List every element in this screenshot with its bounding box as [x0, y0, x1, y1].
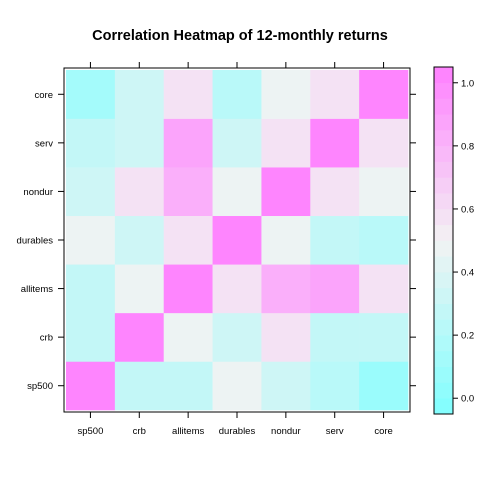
heatmap-cell-allitems-serv	[310, 264, 359, 313]
heatmap-cell-sp500-crb	[115, 361, 164, 410]
heatmap-cell-durables-serv	[310, 216, 359, 265]
y-tick-label: durables	[17, 236, 54, 247]
heatmap-cell-crb-sp500	[66, 313, 115, 362]
colorbar-bin	[434, 241, 453, 257]
y-tick-label: sp500	[27, 381, 53, 392]
heatmap-cell-crb-allitems	[164, 313, 213, 362]
heatmap-cell-allitems-nondur	[261, 264, 310, 313]
x-tick-label: nondur	[271, 426, 301, 437]
y-tick-label: allitems	[21, 284, 53, 295]
colorbar: 0.0 0.2 0.4 0.6 0.8 1.0	[434, 67, 474, 414]
heatmap-cell-serv-durables	[213, 119, 262, 168]
heatmap-cell-allitems-core	[359, 264, 408, 313]
heatmap-cell-sp500-core	[359, 361, 408, 410]
colorbar-bin	[434, 162, 453, 178]
y-tick-label: core	[35, 90, 53, 101]
heatmap-cell-nondur-allitems	[164, 167, 213, 216]
colorbar-bin	[434, 209, 453, 225]
heatmap-cell-nondur-durables	[213, 167, 262, 216]
heatmap-cell-allitems-durables	[213, 264, 262, 313]
x-tick-label: sp500	[77, 426, 103, 437]
colorbar-bin	[434, 225, 453, 241]
y-tick-label: nondur	[23, 187, 53, 198]
colorbar-tick-label: 0.8	[461, 141, 474, 152]
heatmap-cell-serv-sp500	[66, 119, 115, 168]
colorbar-tick-label: 0.4	[461, 268, 474, 279]
colorbar-bin	[434, 288, 453, 304]
heatmap-cell-crb-core	[359, 313, 408, 362]
chart-title: Correlation Heatmap of 12-monthly return…	[92, 28, 388, 44]
x-tick-label: core	[374, 426, 392, 437]
colorbar-tick-label: 1.0	[461, 78, 474, 89]
heatmap-cell-core-durables	[213, 70, 262, 119]
y-tick-label: serv	[35, 138, 53, 149]
colorbar-bin	[434, 398, 453, 414]
colorbar-tick-label: 0.2	[461, 331, 474, 342]
x-tick-label: allitems	[172, 426, 204, 437]
heatmap-cell-durables-durables	[213, 216, 262, 265]
heatmap-cell-nondur-serv	[310, 167, 359, 216]
x-tick-label: durables	[219, 426, 256, 437]
colorbar-bin	[434, 319, 453, 335]
x-tick-label: serv	[326, 426, 344, 437]
heatmap-cell-allitems-allitems	[164, 264, 213, 313]
heatmap-cell-allitems-crb	[115, 264, 164, 313]
colorbar-bin	[434, 256, 453, 272]
heatmap-cell-core-core	[359, 70, 408, 119]
colorbar-bin	[434, 351, 453, 367]
colorbar-bin	[434, 193, 453, 209]
heatmap-cell-serv-crb	[115, 119, 164, 168]
heatmap-cell-nondur-core	[359, 167, 408, 216]
colorbar-bin	[434, 83, 453, 99]
colorbar-bin	[434, 67, 453, 83]
heatmap-cell-serv-serv	[310, 119, 359, 168]
heatmap-cell-nondur-crb	[115, 167, 164, 216]
colorbar-bin	[434, 367, 453, 383]
heatmap-cell-sp500-nondur	[261, 361, 310, 410]
heatmap-cell-sp500-sp500	[66, 361, 115, 410]
colorbar-bin	[434, 130, 453, 146]
heatmap-cell-nondur-sp500	[66, 167, 115, 216]
colorbar-bin	[434, 177, 453, 193]
heatmap-cells	[66, 70, 408, 410]
heatmap-cell-serv-nondur	[261, 119, 310, 168]
heatmap-cell-sp500-serv	[310, 361, 359, 410]
colorbar-bin	[434, 335, 453, 351]
heatmap-cell-sp500-durables	[213, 361, 262, 410]
heatmap-cell-core-serv	[310, 70, 359, 119]
heatmap-cell-sp500-allitems	[164, 361, 213, 410]
colorbar-tick-label: 0.0	[461, 394, 474, 405]
heatmap-cell-core-allitems	[164, 70, 213, 119]
heatmap-cell-crb-serv	[310, 313, 359, 362]
heatmap-cell-durables-allitems	[164, 216, 213, 265]
heatmap-cell-core-sp500	[66, 70, 115, 119]
heatmap-cell-allitems-sp500	[66, 264, 115, 313]
heatmap-cell-durables-crb	[115, 216, 164, 265]
colorbar-bin	[434, 99, 453, 115]
colorbar-tick-label: 0.6	[461, 204, 474, 215]
heatmap-cell-crb-crb	[115, 313, 164, 362]
colorbar-bin	[434, 272, 453, 288]
x-tick-label: crb	[133, 426, 146, 437]
colorbar-bin	[434, 146, 453, 162]
heatmap-cell-durables-nondur	[261, 216, 310, 265]
heatmap-cell-serv-core	[359, 119, 408, 168]
y-tick-label: crb	[40, 333, 53, 344]
heatmap-cell-nondur-nondur	[261, 167, 310, 216]
heatmap-cell-core-crb	[115, 70, 164, 119]
heatmap-cell-core-nondur	[261, 70, 310, 119]
heatmap-cell-crb-durables	[213, 313, 262, 362]
heatmap-cell-serv-allitems	[164, 119, 213, 168]
heatmap-cell-durables-core	[359, 216, 408, 265]
heatmap-cell-durables-sp500	[66, 216, 115, 265]
colorbar-bin	[434, 382, 453, 398]
heatmap-cell-crb-nondur	[261, 313, 310, 362]
colorbar-bin	[434, 304, 453, 320]
colorbar-bin	[434, 114, 453, 130]
